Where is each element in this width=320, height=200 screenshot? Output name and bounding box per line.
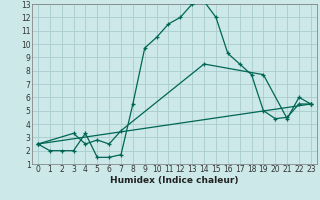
X-axis label: Humidex (Indice chaleur): Humidex (Indice chaleur) — [110, 176, 239, 185]
